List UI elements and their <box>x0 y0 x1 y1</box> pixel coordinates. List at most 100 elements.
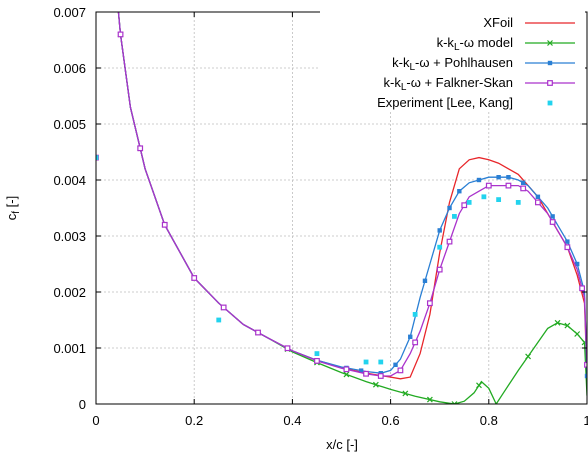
series-marker <box>584 373 587 379</box>
series-marker <box>358 368 364 373</box>
data-point <box>378 359 384 365</box>
y-tick-label: 0.005 <box>53 117 86 132</box>
marker-stroke <box>564 322 571 329</box>
y-axis-label-sub: f <box>11 211 22 214</box>
data-point <box>437 244 443 250</box>
x-tick-label: 1 <box>583 413 588 428</box>
data-point <box>216 317 222 323</box>
x-tick-label: 0.6 <box>382 413 400 428</box>
y-tick-label: 0.003 <box>53 229 86 244</box>
series-marker <box>535 194 541 199</box>
data-point <box>547 100 553 106</box>
series-falk <box>96 12 587 379</box>
series-marker <box>476 177 482 183</box>
series-marker <box>408 334 413 339</box>
legend-label-part: L <box>409 62 415 73</box>
legend-label-exp: Experiment [Lee, Kang] <box>377 95 513 110</box>
series-marker <box>191 275 198 281</box>
series-marker <box>547 80 553 86</box>
legend-label-xfoil: XFoil <box>483 15 513 30</box>
series-marker <box>574 261 580 267</box>
series-marker <box>436 266 443 273</box>
y-axis-label: cf [-] <box>4 196 22 220</box>
series-marker <box>422 278 428 283</box>
data-point <box>314 351 320 356</box>
series-marker <box>579 285 585 292</box>
series-marker <box>525 353 532 360</box>
series-marker <box>314 357 320 364</box>
series-marker <box>343 371 350 378</box>
series-marker <box>554 319 561 326</box>
legend-label-part: L <box>401 82 407 93</box>
series-marker <box>137 145 144 152</box>
legend-background <box>320 10 585 110</box>
legend-label-part: -ω + Falkner-Skan <box>406 75 513 90</box>
legend-label-pohl: k-kL-ω + Pohlhausen <box>392 55 513 73</box>
y-axis-label-main: c <box>4 213 19 220</box>
marker-stroke <box>372 381 379 388</box>
x-tick-label: 0 <box>92 413 99 428</box>
series-marker <box>284 345 291 352</box>
marker-stroke <box>554 319 561 326</box>
y-tick-label: 0.004 <box>53 173 86 188</box>
series-marker <box>393 362 398 367</box>
legend-entry-falk: k-kL-ω + Falkner-Skan <box>383 75 575 93</box>
marker-stroke <box>402 390 409 397</box>
series-marker <box>363 370 369 377</box>
y-tick-label: 0.001 <box>53 341 86 356</box>
series-marker <box>402 390 409 397</box>
marker-stroke <box>451 401 456 404</box>
legend-label-part: L <box>454 42 460 53</box>
legend-label-part: k-k <box>383 75 401 90</box>
x-axis-label: x/c [-] <box>326 437 358 452</box>
series-marker <box>451 401 458 404</box>
x-tick-label: 0.8 <box>480 413 498 428</box>
series-marker <box>397 367 404 374</box>
series-marker <box>547 60 553 66</box>
series-marker <box>220 304 227 311</box>
legend-entry-pohl: k-kL-ω + Pohlhausen <box>392 55 575 73</box>
series-marker <box>496 175 501 180</box>
x-tick-label: 0.4 <box>283 413 301 428</box>
series-marker <box>584 361 587 368</box>
series-layer <box>96 12 587 404</box>
series-marker <box>426 396 433 403</box>
x-tick-label: 0.2 <box>185 413 203 428</box>
series-marker <box>343 366 350 373</box>
series-marker <box>520 185 527 192</box>
data-point <box>515 200 521 205</box>
marker-stroke <box>525 353 532 360</box>
series-marker <box>426 300 433 307</box>
series-marker <box>255 329 261 336</box>
series-marker <box>377 373 384 379</box>
series-marker <box>506 175 511 180</box>
y-tick-label: 0.002 <box>53 285 86 300</box>
series-marker <box>549 219 556 225</box>
y-tick-label: 0 <box>79 397 86 412</box>
data-point <box>481 194 487 200</box>
y-tick-label: 0.007 <box>53 5 86 20</box>
series-marker <box>117 31 124 38</box>
series-marker <box>457 189 462 194</box>
series-marker <box>447 205 452 211</box>
series-marker <box>485 182 492 189</box>
legend-entry-exp: Experiment [Lee, Kang] <box>377 95 553 110</box>
data-point <box>466 200 472 205</box>
legend-label-part: -ω model <box>460 35 514 50</box>
y-tick-label: 0.006 <box>53 61 86 76</box>
series-marker <box>534 199 541 206</box>
legend-label-falk: k-kL-ω + Falkner-Skan <box>383 75 513 93</box>
legend-label-kklw: k-kL-ω model <box>437 35 514 53</box>
series-marker <box>412 339 419 346</box>
data-point <box>452 214 457 219</box>
legend-label-part: Experiment [Lee, Kang] <box>377 95 513 110</box>
series-marker <box>437 228 442 233</box>
legend-label-part: k-k <box>437 35 455 50</box>
series-marker <box>372 381 379 388</box>
marker-stroke <box>453 401 458 404</box>
legend-label-part: XFoil <box>483 15 513 30</box>
series-marker <box>564 322 571 329</box>
